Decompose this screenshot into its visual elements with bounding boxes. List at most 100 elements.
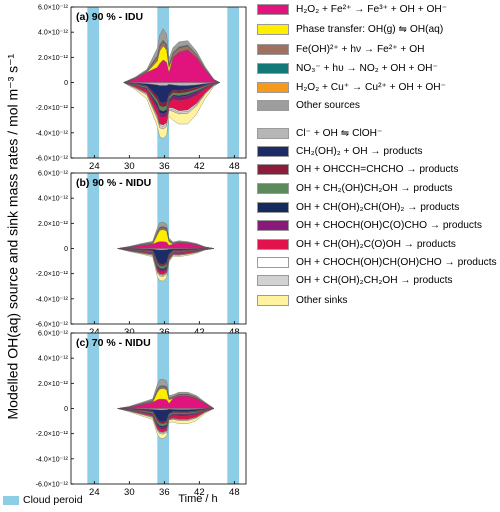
- y-tick-label: 2.0×10⁻¹²: [38, 221, 69, 228]
- y-tick-label: -2.0×10⁻¹²: [36, 431, 69, 438]
- legend-swatch: [257, 201, 289, 213]
- legend-swatch: [257, 219, 289, 231]
- legend-item: NO₃⁻ + hυ → NO₂ + OH + OH⁻: [257, 61, 438, 75]
- y-tick-label: -4.0×10⁻¹²: [36, 130, 69, 137]
- legend-item: OH + CHOCH(OH)C(O)CHO → products: [257, 218, 482, 232]
- cloud-period-band: [87, 173, 99, 324]
- sink-area: [117, 408, 214, 439]
- x-tick-label: 30: [124, 161, 135, 172]
- cloud-period-band: [227, 7, 239, 158]
- legend-label: NO₃⁻ + hυ → NO₂ + OH + OH⁻: [296, 62, 438, 74]
- legend-swatch: [257, 3, 289, 15]
- x-tick-label: 42: [194, 327, 205, 338]
- cloud-period-band: [227, 333, 239, 484]
- legend-label: Other sinks: [296, 294, 348, 306]
- legend-item: Phase transfer: OH(g) ⇋ OH(aq): [257, 22, 443, 36]
- legend-item: Fe(OH)²⁺ + hν → Fe²⁺ + OH: [257, 42, 425, 56]
- y-tick-label: -2.0×10⁻¹²: [36, 105, 69, 112]
- legend-label: OH + CHOCH(OH)CH(OH)CHO → products: [296, 256, 497, 268]
- x-tick-label: 42: [194, 487, 205, 498]
- x-tick-label: 48: [229, 161, 240, 172]
- y-tick-label: 6.0×10⁻¹²: [38, 331, 69, 338]
- legend-swatch: [257, 238, 289, 250]
- y-tick-label: -6.0×10⁻¹²: [36, 156, 69, 163]
- legend-item: OH + CH(OH)₂CH(OH)₂ → products: [257, 200, 459, 214]
- y-axis-label: Modelled OH(aq) source and sink mass rat…: [4, 53, 21, 420]
- y-tick-label: 4.0×10⁻¹²: [38, 196, 69, 203]
- y-tick-label: -2.0×10⁻¹²: [36, 271, 69, 278]
- legend-swatch: [257, 23, 289, 35]
- y-tick-label: 0: [64, 406, 68, 413]
- legend-swatch: [257, 99, 289, 111]
- x-axis-label: Time / h: [178, 493, 218, 505]
- cloud-period-label: Cloud peroid: [23, 494, 83, 506]
- panel-label: (b) 90 % - NIDU: [76, 177, 151, 189]
- cloud-period-band: [87, 7, 99, 158]
- y-tick-label: 6.0×10⁻¹²: [38, 5, 69, 12]
- y-tick-label: -6.0×10⁻¹²: [36, 322, 69, 329]
- legend-item: OH + CH(OH)₂C(O)OH → products: [257, 237, 456, 251]
- x-tick-label: 36: [159, 487, 170, 498]
- x-tick-label: 24: [89, 327, 100, 338]
- legend-label: Fe(OH)²⁺ + hν → Fe²⁺ + OH: [296, 43, 425, 55]
- y-tick-label: 4.0×10⁻¹²: [38, 30, 69, 37]
- y-tick-label: -6.0×10⁻¹²: [36, 482, 69, 489]
- legend-label: Phase transfer: OH(g) ⇋ OH(aq): [296, 23, 444, 35]
- legend-label: OH + CH(OH)₂C(O)OH → products: [296, 238, 456, 250]
- panel-label: (c) 70 % - NIDU: [76, 337, 151, 349]
- legend-item: OH + OHCCH=CHCHO → products: [257, 162, 458, 176]
- legend-swatch: [257, 145, 289, 157]
- y-tick-label: -4.0×10⁻¹²: [36, 296, 69, 303]
- x-tick-label: 42: [194, 161, 205, 172]
- panel-label: (a) 90 % - IDU: [76, 11, 143, 23]
- legend-label: Cl⁻ + OH ⇋ ClOH⁻: [296, 127, 383, 139]
- legend-label: OH + CHOCH(OH)C(O)CHO → products: [296, 219, 482, 231]
- y-tick-label: 4.0×10⁻¹²: [38, 356, 69, 363]
- legend-label: Other sources: [296, 99, 360, 111]
- cloud-period-band: [87, 333, 99, 484]
- legend-item: Other sources: [257, 98, 360, 112]
- legend-swatch: [257, 256, 289, 268]
- legend-label: OH + CH(OH)₂CH(OH)₂ → products: [296, 201, 460, 213]
- legend-swatch: [257, 127, 289, 139]
- x-tick-label: 30: [124, 327, 135, 338]
- y-tick-label: 0: [64, 80, 68, 87]
- sink-area: [117, 248, 214, 282]
- legend-item: OH + CH(OH)₂CH₂OH → products: [257, 273, 453, 287]
- x-tick-label: 24: [89, 487, 100, 498]
- legend-swatch: [257, 182, 289, 194]
- legend-label: H₂O₂ + Fe²⁺ → Fe³⁺ + OH + OH⁻: [296, 3, 448, 15]
- legend-item: OH + CHOCH(OH)CH(OH)CHO → products: [257, 255, 497, 269]
- y-tick-label: 6.0×10⁻¹²: [38, 171, 69, 178]
- legend-label: OH + OHCCH=CHCHO → products: [296, 163, 459, 175]
- legend-label: H₂O₂ + Cu⁺ → Cu²⁺ + OH + OH⁻: [296, 81, 447, 93]
- legend-swatch: [257, 81, 289, 93]
- y-tick-label: 0: [64, 246, 68, 253]
- legend-label: OH + CH(OH)₂CH₂OH → products: [296, 274, 453, 286]
- x-tick-label: 48: [229, 487, 240, 498]
- chart-panel: 6.0×10⁻¹² 4.0×10⁻¹² 2.0×10⁻¹² 0 -2.0×10⁻¹² -4…: [36, 5, 247, 172]
- legend-swatch: [257, 274, 289, 286]
- legend-item: CH₂(OH)₂ + OH → products: [257, 144, 423, 158]
- legend-item: H₂O₂ + Cu⁺ → Cu²⁺ + OH + OH⁻: [257, 80, 446, 94]
- x-tick-label: 48: [229, 327, 240, 338]
- x-tick-label: 36: [159, 161, 170, 172]
- cloud-period-legend: Cloud peroid: [3, 494, 83, 506]
- y-tick-label: -4.0×10⁻¹²: [36, 456, 69, 463]
- y-tick-label: 2.0×10⁻¹²: [38, 381, 69, 388]
- legend-swatch: [257, 163, 289, 175]
- legend-swatch: [257, 294, 289, 306]
- y-tick-label: 2.0×10⁻¹²: [38, 55, 69, 62]
- chart-panel: 6.0×10⁻¹² 4.0×10⁻¹² 2.0×10⁻¹² 0 -2.0×10⁻¹² -4…: [36, 331, 247, 498]
- x-tick-label: 24: [89, 161, 100, 172]
- cloud-period-swatch: [3, 495, 19, 505]
- legend-label: OH + CH₂(OH)CH₂OH → products: [296, 182, 453, 194]
- cloud-period-band: [227, 173, 239, 324]
- x-tick-label: 36: [159, 327, 170, 338]
- sink-area: [123, 82, 220, 139]
- legend-item: OH + CH₂(OH)CH₂OH → products: [257, 181, 453, 195]
- legend-item: Other sinks: [257, 293, 348, 307]
- legend-swatch: [257, 43, 289, 55]
- legend-item: Cl⁻ + OH ⇋ ClOH⁻: [257, 126, 382, 140]
